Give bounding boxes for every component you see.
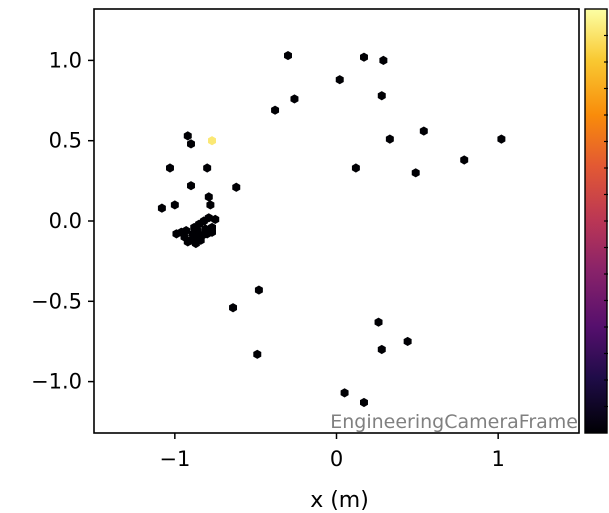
data-point <box>204 213 213 223</box>
y-tick-label: 0.5 <box>49 129 82 153</box>
data-point <box>271 105 280 115</box>
data-point <box>208 227 216 237</box>
data-point <box>172 229 181 239</box>
data-point <box>229 303 238 313</box>
x-axis: −1 0 1 <box>159 433 505 471</box>
data-point <box>351 163 360 173</box>
data-point <box>335 75 344 85</box>
data-point <box>254 285 263 295</box>
x-tick-label: 0 <box>330 447 343 471</box>
y-tick-label: −1.0 <box>31 370 82 394</box>
data-point <box>187 139 195 149</box>
data-point <box>204 192 213 202</box>
data-point <box>385 134 394 144</box>
data-point <box>460 155 469 165</box>
y-tick-label: 1.0 <box>49 48 82 72</box>
colorbar-gradient <box>584 8 608 434</box>
data-points <box>157 50 506 408</box>
data-point <box>183 237 192 247</box>
data-point <box>497 134 506 144</box>
data-point <box>340 388 349 398</box>
data-point <box>211 214 220 224</box>
data-point <box>379 55 388 65</box>
plot-area-frame <box>93 8 580 434</box>
data-point <box>284 50 292 61</box>
x-tick-label: 1 <box>491 447 504 471</box>
data-point <box>196 235 205 245</box>
data-point <box>166 163 174 173</box>
y-tick-label: −0.5 <box>31 289 82 313</box>
y-axis: −1.0 −0.5 0.0 0.5 1.0 <box>31 48 94 394</box>
x-axis-label: x (m) <box>310 488 369 513</box>
data-point <box>157 203 166 213</box>
x-tick-label: −1 <box>159 447 190 471</box>
data-point <box>377 344 386 355</box>
data-point <box>206 200 215 210</box>
data-point <box>411 168 420 178</box>
data-point <box>360 397 368 408</box>
y-tick-label: 0.0 <box>49 209 82 233</box>
data-point <box>170 200 179 210</box>
frame-annotation: EngineeringCameraFrame <box>330 411 578 433</box>
data-point <box>374 317 383 327</box>
data-point <box>203 163 212 173</box>
data-point <box>403 336 412 347</box>
data-point <box>190 222 199 233</box>
data-point <box>360 52 368 62</box>
data-point <box>183 131 192 141</box>
colorbar <box>584 8 608 434</box>
data-point <box>253 349 262 359</box>
data-point <box>232 182 241 192</box>
data-point <box>208 136 216 146</box>
data-point <box>187 181 195 191</box>
data-point <box>377 91 386 101</box>
data-point <box>290 94 299 104</box>
data-point <box>419 126 428 136</box>
